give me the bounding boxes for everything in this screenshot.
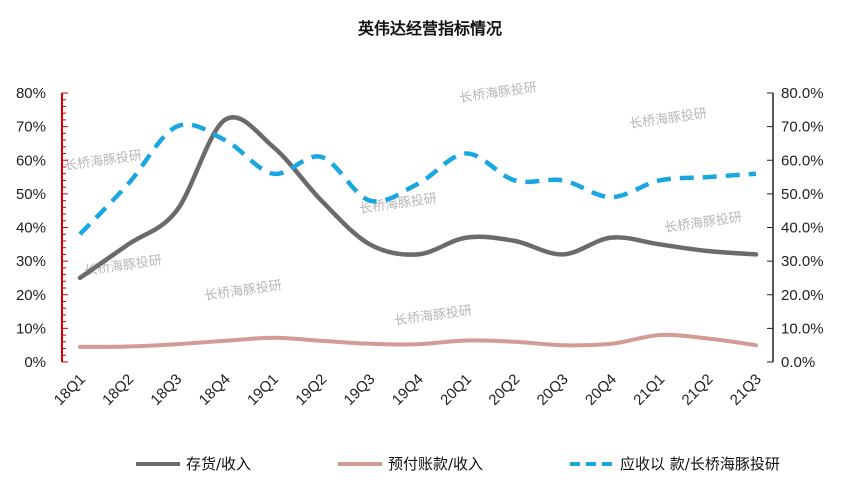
left-axis-tick-label: 70% bbox=[16, 119, 46, 136]
left-axis-tick-label: 40% bbox=[16, 220, 46, 237]
x-axis-tick-label: 18Q1 bbox=[51, 371, 89, 409]
watermark-text: 长桥海豚投研 bbox=[63, 147, 142, 174]
right-axis-tick-label: 10.0% bbox=[781, 320, 824, 337]
x-axis-tick-label: 19Q3 bbox=[341, 371, 379, 409]
right-axis-tick-label: 60.0% bbox=[781, 152, 824, 169]
series-line bbox=[78, 332, 758, 349]
right-axis-tick-label: 80.0% bbox=[781, 85, 824, 102]
watermark-layer: 长桥海豚投研 长桥海豚投研 长桥海豚投研 长桥海豚投研 长桥海豚投研 长桥海豚投… bbox=[63, 79, 742, 329]
left-axis-tick-label: 0% bbox=[24, 354, 46, 371]
legend-item: 存货/收入 bbox=[136, 455, 251, 473]
left-axis-tick-label: 10% bbox=[16, 320, 46, 337]
x-axis-tick-label: 20Q3 bbox=[534, 371, 572, 409]
watermark-text: 长桥海豚投研 bbox=[393, 302, 472, 329]
right-axis-major-ticks bbox=[767, 92, 773, 363]
legend-label: 应收以 款/长桥海豚投研 bbox=[620, 455, 780, 473]
legend-item: 应收以 款/长桥海豚投研 bbox=[570, 455, 780, 473]
left-axis-tick-label: 60% bbox=[16, 152, 46, 169]
x-axis-tick-label: 18Q4 bbox=[196, 371, 234, 409]
x-axis-tick-label: 21Q3 bbox=[727, 371, 765, 409]
x-axis-tick-label: 20Q1 bbox=[437, 371, 475, 409]
right-axis-tick-label: 50.0% bbox=[781, 186, 824, 203]
right-axis-tick-label: 40.0% bbox=[781, 220, 824, 237]
right-axis-tick-label: 0.0% bbox=[781, 354, 815, 371]
x-axis-tick-label: 18Q2 bbox=[99, 371, 137, 409]
legend-label: 预付账款/收入 bbox=[388, 455, 483, 473]
watermark-text: 长桥海豚投研 bbox=[458, 79, 537, 106]
watermark-text: 长桥海豚投研 bbox=[628, 105, 707, 132]
x-axis-tick-label: 20Q4 bbox=[582, 371, 620, 409]
legend: 存货/收入 预付账款/收入 应收以 款/长桥海豚投研 bbox=[136, 455, 780, 473]
x-axis-tick-label: 19Q1 bbox=[244, 371, 282, 409]
x-axis-tick-label: 21Q1 bbox=[630, 371, 668, 409]
left-axis-tick-label: 50% bbox=[16, 186, 46, 203]
watermark-text: 长桥海豚投研 bbox=[203, 277, 282, 304]
legend-item: 预付账款/收入 bbox=[338, 455, 483, 473]
watermark-text: 长桥海豚投研 bbox=[663, 209, 742, 236]
x-axis-tick-label: 18Q3 bbox=[147, 371, 185, 409]
left-axis-tick-label: 80% bbox=[16, 85, 46, 102]
x-axis-tick-label: 19Q2 bbox=[292, 371, 330, 409]
series-line bbox=[77, 115, 759, 281]
x-axis-tick-label: 20Q2 bbox=[485, 371, 523, 409]
left-axis-tick-label: 20% bbox=[16, 287, 46, 304]
left-axis-minor-ticks bbox=[62, 92, 68, 363]
series-line bbox=[78, 122, 757, 236]
chart-title: 英伟达经营指标情况 bbox=[357, 19, 502, 38]
right-axis-tick-label: 30.0% bbox=[781, 253, 824, 270]
left-axis-tick-label: 30% bbox=[16, 253, 46, 270]
x-axis-tick-label: 19Q4 bbox=[389, 371, 427, 409]
right-axis-tick-label: 70.0% bbox=[781, 119, 824, 136]
legend-label: 存货/收入 bbox=[186, 455, 251, 473]
x-axis-tick-label: 21Q2 bbox=[679, 371, 717, 409]
right-axis-tick-label: 20.0% bbox=[781, 287, 824, 304]
